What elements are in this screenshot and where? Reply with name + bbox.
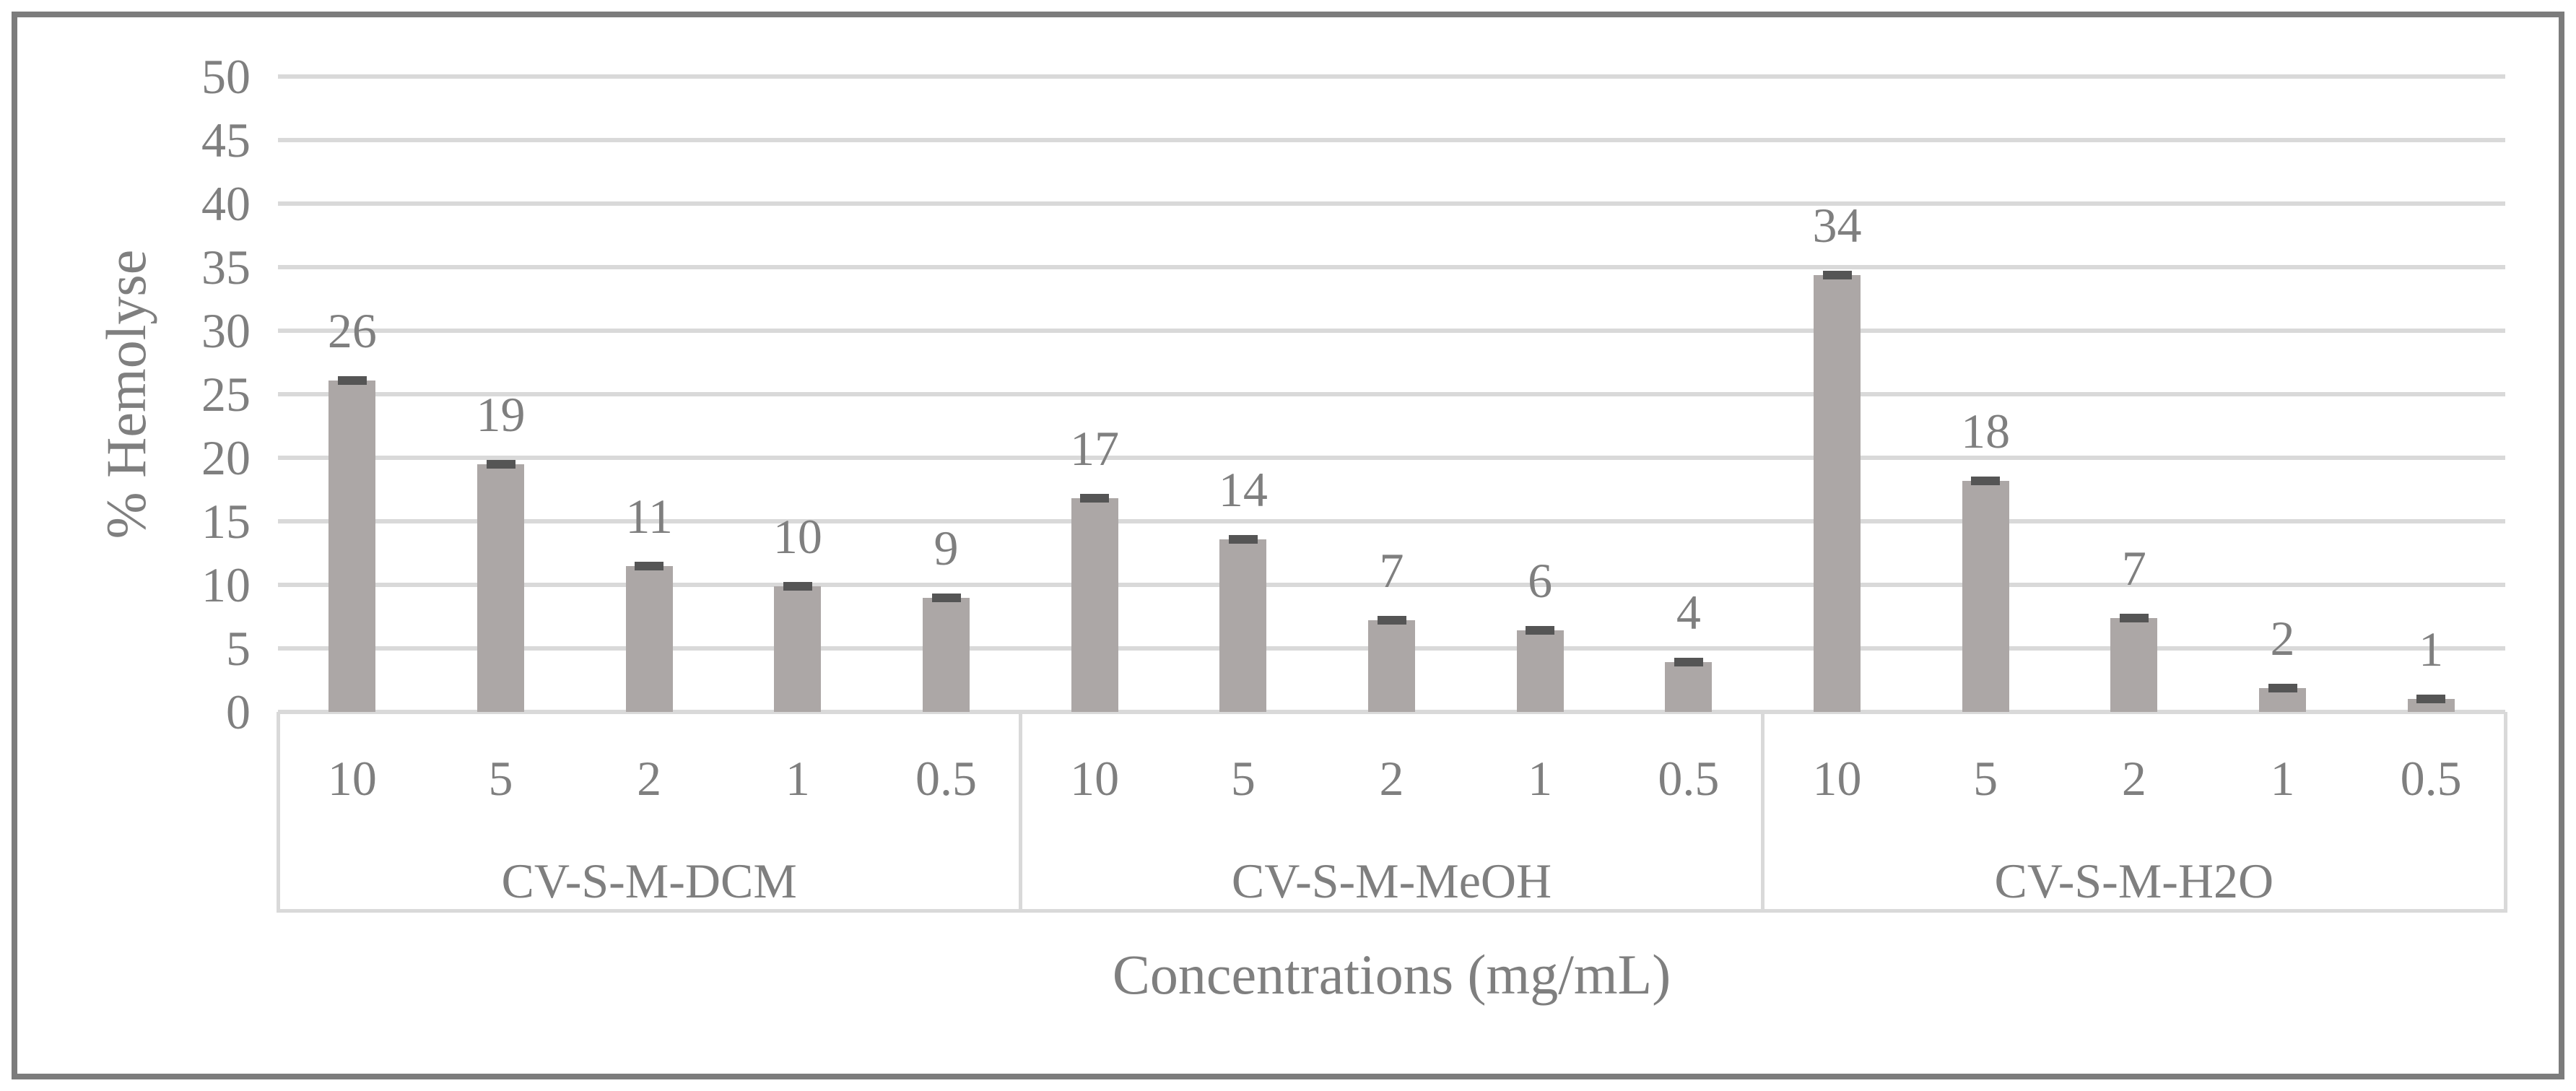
data-label-CV-S-M-H2O-0.5: 1 (2419, 622, 2444, 677)
data-label-CV-S-M-DCM-0.5: 9 (934, 520, 959, 575)
error-bar-cap-CV-S-M-MeOH-1 (1526, 626, 1555, 635)
group-label-CV-S-M-DCM: CV-S-M-DCM (501, 853, 797, 908)
group-label-CV-S-M-MeOH: CV-S-M-MeOH (1231, 853, 1552, 908)
category-tick-CV-S-M-DCM-1: 1 (785, 751, 810, 806)
category-tick-CV-S-M-DCM-10: 10 (327, 751, 377, 806)
gridline-y-25 (278, 392, 2505, 396)
category-tick-CV-S-M-H2O-0.5: 0.5 (2400, 751, 2462, 806)
category-box-bottom-line (278, 909, 2505, 913)
bar-CV-S-M-DCM-2 (625, 565, 673, 712)
gridline-y-10 (278, 583, 2505, 587)
y-tick-label-15: 15 (201, 494, 251, 549)
error-bar-cap-CV-S-M-H2O-1 (2268, 683, 2297, 692)
category-box-vline-0 (276, 712, 280, 913)
y-tick-label-5: 5 (226, 621, 251, 676)
y-tick-label-35: 35 (201, 240, 251, 295)
category-tick-CV-S-M-H2O-1: 1 (2270, 751, 2295, 806)
error-bar-cap-CV-S-M-H2O-2 (2119, 613, 2149, 622)
category-box-vline-2 (1761, 712, 1765, 913)
data-label-CV-S-M-DCM-10: 26 (327, 303, 377, 358)
data-label-CV-S-M-DCM-2: 11 (625, 488, 673, 544)
error-bar-cap-CV-S-M-DCM-0.5 (931, 593, 961, 602)
error-bar-cap-CV-S-M-DCM-1 (783, 581, 812, 591)
data-label-CV-S-M-H2O-1: 2 (2270, 610, 2295, 666)
error-bar-cap-CV-S-M-DCM-2 (635, 561, 664, 570)
data-label-CV-S-M-H2O-10: 34 (1812, 197, 1862, 253)
error-bar-cap-CV-S-M-DCM-5 (486, 459, 515, 469)
y-tick-label-0: 0 (226, 684, 251, 739)
y-tick-label-50: 50 (201, 49, 251, 104)
gridline-y-15 (278, 519, 2505, 523)
category-tick-CV-S-M-MeOH-0.5: 0.5 (1658, 751, 1720, 806)
gridline-y-40 (278, 201, 2505, 206)
bar-CV-S-M-MeOH-0.5 (1665, 662, 1713, 712)
bar-CV-S-M-H2O-10 (1814, 274, 1861, 712)
category-tick-CV-S-M-H2O-2: 2 (2121, 751, 2146, 806)
bar-CV-S-M-DCM-5 (477, 464, 524, 712)
data-label-CV-S-M-H2O-2: 7 (2121, 540, 2146, 596)
bar-CV-S-M-MeOH-10 (1071, 498, 1118, 712)
category-tick-CV-S-M-H2O-5: 5 (1973, 751, 1998, 806)
gridline-y-0 (278, 710, 2505, 714)
bar-CV-S-M-H2O-2 (2110, 617, 2158, 712)
bar-CV-S-M-MeOH-2 (1368, 620, 1415, 712)
error-bar-cap-CV-S-M-H2O-10 (1822, 270, 1852, 279)
error-bar-cap-CV-S-M-MeOH-2 (1377, 616, 1406, 625)
data-label-CV-S-M-MeOH-5: 14 (1218, 461, 1268, 517)
gridline-y-20 (278, 456, 2505, 460)
data-label-CV-S-M-MeOH-0.5: 4 (1676, 585, 1701, 640)
category-tick-CV-S-M-MeOH-5: 5 (1230, 751, 1256, 806)
category-tick-CV-S-M-MeOH-2: 2 (1379, 751, 1404, 806)
y-tick-label-20: 20 (201, 430, 251, 485)
data-label-CV-S-M-MeOH-2: 7 (1379, 543, 1404, 599)
bar-CV-S-M-MeOH-1 (1516, 630, 1564, 712)
y-tick-label-10: 10 (201, 557, 251, 612)
data-label-CV-S-M-MeOH-1: 6 (1528, 553, 1553, 609)
data-label-CV-S-M-DCM-1: 10 (773, 508, 822, 564)
data-label-CV-S-M-H2O-5: 18 (1961, 403, 2011, 458)
error-bar-cap-CV-S-M-MeOH-5 (1228, 534, 1258, 544)
category-box-vline-1 (1018, 712, 1022, 913)
category-tick-CV-S-M-DCM-5: 5 (488, 751, 513, 806)
category-box-vline-3 (2503, 712, 2507, 913)
category-tick-CV-S-M-H2O-10: 10 (1812, 751, 1862, 806)
y-tick-label-25: 25 (201, 367, 251, 422)
category-tick-CV-S-M-MeOH-10: 10 (1070, 751, 1120, 806)
category-tick-CV-S-M-DCM-0.5: 0.5 (915, 751, 977, 806)
y-tick-label-30: 30 (201, 303, 251, 358)
category-tick-CV-S-M-DCM-2: 2 (637, 751, 662, 806)
gridline-y-30 (278, 329, 2505, 333)
error-bar-cap-CV-S-M-H2O-0.5 (2416, 695, 2446, 704)
bar-CV-S-M-DCM-0.5 (923, 597, 970, 712)
bar-CV-S-M-DCM-1 (774, 586, 822, 712)
data-label-CV-S-M-MeOH-10: 17 (1070, 421, 1120, 477)
gridline-y-50 (278, 74, 2505, 79)
data-label-CV-S-M-DCM-5: 19 (476, 386, 526, 442)
bar-CV-S-M-MeOH-5 (1219, 539, 1267, 712)
y-tick-label-45: 45 (201, 113, 251, 168)
gridline-y-45 (278, 138, 2505, 142)
x-axis-title: Concentrations (mg/mL) (1112, 943, 1671, 1006)
bar-CV-S-M-H2O-5 (1962, 480, 2009, 712)
gridline-y-35 (278, 265, 2505, 269)
group-label-CV-S-M-H2O: CV-S-M-H2O (1994, 853, 2274, 908)
error-bar-cap-CV-S-M-MeOH-10 (1080, 494, 1110, 503)
y-tick-label-40: 40 (201, 176, 251, 231)
error-bar-cap-CV-S-M-MeOH-0.5 (1674, 658, 1703, 667)
category-tick-CV-S-M-MeOH-1: 1 (1528, 751, 1553, 806)
bar-CV-S-M-DCM-10 (328, 380, 376, 712)
error-bar-cap-CV-S-M-H2O-5 (1971, 476, 2001, 485)
error-bar-cap-CV-S-M-DCM-10 (337, 375, 367, 385)
